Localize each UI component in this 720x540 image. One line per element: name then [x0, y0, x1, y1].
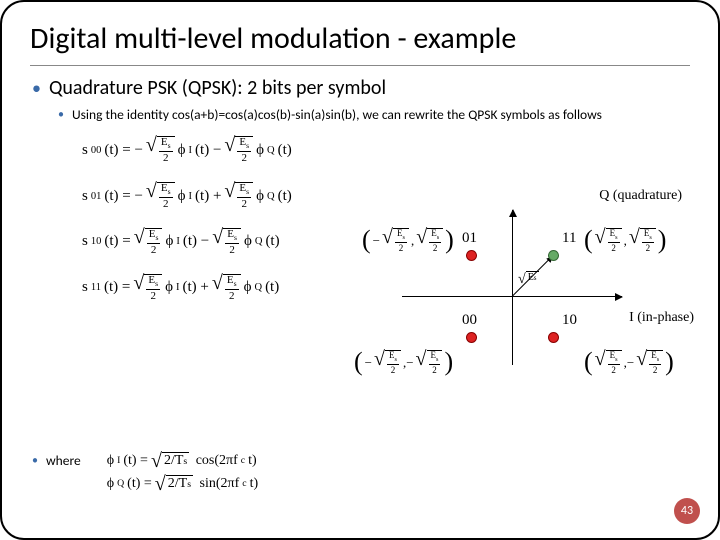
axis-vertical — [512, 210, 513, 365]
page-number-badge: 43 — [674, 498, 700, 524]
bits-00: 00 — [462, 312, 477, 329]
where-label: where — [46, 452, 81, 470]
bullet-level2: • Using the identity cos(a+b)=cos(a)cos(… — [58, 106, 690, 124]
sub: 10 — [91, 236, 102, 247]
bits-01: 01 — [462, 230, 477, 247]
axis-tick-sqrtEs: √Es — [518, 270, 539, 285]
where-equations: ϕI(t) = √2/Ts cos(2πfct) ϕQ(t) = √2/Ts s… — [107, 452, 258, 492]
point-11 — [548, 250, 559, 261]
bullet2-text: Using the identity cos(a+b)=cos(a)cos(b)… — [72, 106, 602, 124]
bullet-dot-icon: • — [58, 106, 64, 124]
sub: 00 — [91, 145, 102, 156]
coord-10: (√Es2,−√Es2) — [584, 350, 674, 375]
bits-11: 11 — [562, 230, 576, 247]
where-row: • where ϕI(t) = √2/Ts cos(2πfct) ϕQ(t) =… — [32, 452, 258, 492]
slide-frame: Digital multi-level modulation - example… — [0, 0, 720, 540]
eq-s00: s00(t) = − √Es2 ϕI(t) − √Es2 ϕQ(t) — [82, 136, 690, 164]
eq-phiI: ϕI(t) = √2/Ts cos(2πfct) — [107, 452, 258, 469]
bullet1-text: Quadrature PSK (QPSK): 2 bits per symbol — [49, 76, 386, 100]
bullet-dot-icon: • — [32, 76, 41, 100]
i-axis-label: I (in-phase) — [629, 310, 694, 326]
bullet-level1: • Quadrature PSK (QPSK): 2 bits per symb… — [32, 76, 690, 100]
point-01 — [466, 250, 477, 261]
point-00 — [466, 332, 477, 343]
bits-10: 10 — [562, 312, 577, 329]
point-10 — [548, 332, 559, 343]
bullet-dot-icon: • — [32, 452, 38, 470]
eq-phiQ: ϕQ(t) = √2/Ts sin(2πfct) — [107, 475, 258, 492]
coord-11: (√Es2,√Es2) — [584, 228, 666, 253]
sub: 11 — [91, 282, 101, 293]
coord-00: (−√Es2,−√Es2) — [354, 350, 453, 375]
coord-01: (−√Es2,√Es2) — [362, 228, 454, 253]
title-rule — [30, 65, 690, 66]
slide-title: Digital multi-level modulation - example — [30, 20, 690, 57]
q-axis-label: Q (quadrature) — [599, 188, 682, 204]
sub: 01 — [91, 191, 102, 202]
constellation-diagram: Q (quadrature) I (in-phase) 01 11 00 10 … — [362, 192, 692, 392]
